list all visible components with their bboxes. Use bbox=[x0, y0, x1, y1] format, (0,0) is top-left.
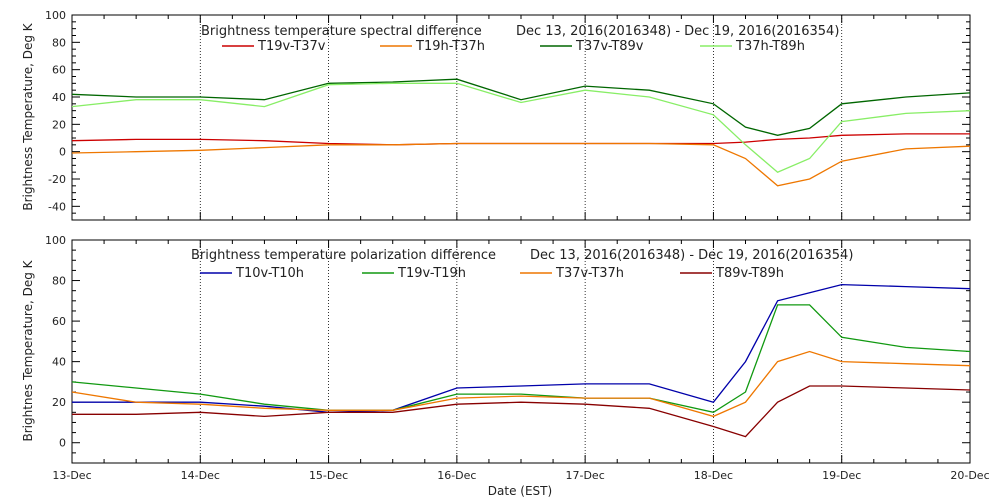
y-tick-label: 40 bbox=[52, 356, 66, 369]
y-tick-label: 100 bbox=[45, 9, 66, 22]
legend-label: T10v-T10h bbox=[235, 266, 304, 281]
legend-label: T19v-T37v bbox=[257, 39, 326, 54]
y-tick-label: 60 bbox=[52, 64, 66, 77]
y-tick-label: 80 bbox=[52, 275, 66, 288]
y-tick-label: 60 bbox=[52, 315, 66, 328]
legend-label: T19v-T19h bbox=[397, 266, 466, 281]
spectral-date-range: Dec 13, 2016(2016348) - Dec 19, 2016(201… bbox=[516, 24, 839, 39]
series-line-t10v-t10h bbox=[72, 283, 971, 413]
y-tick-label: 20 bbox=[52, 396, 66, 409]
series-line-t89v-t89h bbox=[72, 385, 971, 438]
x-tick-label: 19-Dec bbox=[822, 469, 861, 482]
polarization-date-range: Dec 13, 2016(2016348) - Dec 19, 2016(201… bbox=[530, 248, 853, 263]
x-tick-label: 14-Dec bbox=[181, 469, 220, 482]
spectral-title: Brightness temperature spectral differen… bbox=[201, 24, 482, 39]
x-tick-label: 17-Dec bbox=[566, 469, 605, 482]
y-tick-label: -20 bbox=[48, 173, 66, 186]
y-tick-label: 0 bbox=[59, 437, 66, 450]
y-tick-label: 80 bbox=[52, 36, 66, 49]
spectral-difference-panel: Brightness temperature spectral differen… bbox=[21, 9, 971, 221]
legend-label: T37v-T37h bbox=[555, 266, 624, 281]
legend-label: T37h-T89h bbox=[735, 39, 805, 54]
y-tick-label: 20 bbox=[52, 118, 66, 131]
series-line-t37h-t89h bbox=[71, 82, 971, 173]
series-line-t19h-t37h bbox=[71, 142, 971, 187]
series-line-t37v-t89v bbox=[71, 78, 971, 136]
legend-label: T37v-T89v bbox=[575, 39, 644, 54]
legend-label: T89v-T89h bbox=[715, 266, 784, 281]
legend-label: T19h-T37h bbox=[415, 39, 485, 54]
x-axis-label: Date (EST) bbox=[488, 484, 552, 498]
polarization-ylabel: Brightnes Temperature, Deg K bbox=[21, 259, 35, 441]
y-tick-label: 0 bbox=[59, 146, 66, 159]
x-tick-label: 13-Dec bbox=[52, 469, 91, 482]
y-tick-label: -40 bbox=[48, 200, 66, 213]
y-tick-label: 100 bbox=[45, 234, 66, 247]
polarization-title: Brightness temperature polarization diff… bbox=[191, 248, 496, 263]
spectral-ylabel: Brightness Temperature, Deg K bbox=[21, 22, 35, 210]
plot-frame bbox=[71, 14, 971, 221]
polarization-difference-panel: Brightness temperature polarization diff… bbox=[21, 234, 990, 498]
x-tick-label: 20-Dec bbox=[950, 469, 989, 482]
x-tick-label: 15-Dec bbox=[309, 469, 348, 482]
x-tick-label: 16-Dec bbox=[437, 469, 476, 482]
y-tick-label: 40 bbox=[52, 91, 66, 104]
x-tick-label: 18-Dec bbox=[694, 469, 733, 482]
series-line-t37v-t37h bbox=[71, 350, 971, 418]
